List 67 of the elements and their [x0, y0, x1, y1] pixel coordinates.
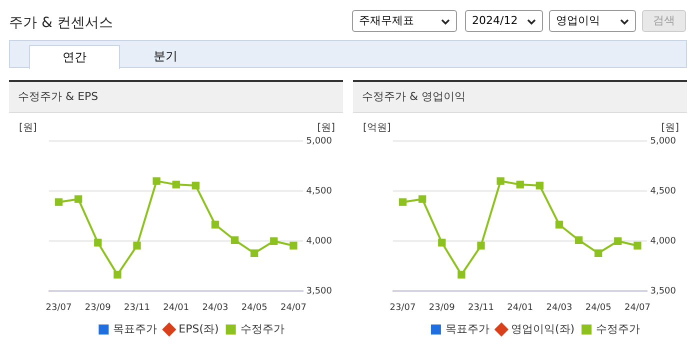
x-tick-label: 23/11 [124, 302, 150, 313]
x-tick-label: 23/07 [390, 302, 416, 313]
point [614, 237, 622, 245]
legend-label: EPS(좌) [178, 322, 219, 336]
text: 영업이익 [556, 14, 600, 27]
point [172, 180, 180, 188]
text: 연간 [29, 45, 120, 69]
y2-tick-label: 4,000 [306, 236, 332, 246]
x-tick-label: 23/11 [468, 302, 494, 313]
point [398, 198, 407, 206]
y-axis-title: [억원] [363, 122, 391, 134]
point [496, 177, 504, 185]
x-tick-label: 24/01 [163, 302, 190, 313]
point [418, 195, 426, 203]
x-tick-label: 23/09 [428, 302, 456, 313]
point [94, 238, 102, 246]
text: 주재무제표 [359, 14, 414, 27]
x-tick-label: 23/09 [84, 302, 112, 313]
text: 주가 & 컨센서스 [9, 14, 113, 32]
point [477, 242, 485, 250]
legend-label: 수정주가 [596, 322, 640, 336]
x-tick-label: 24/05 [241, 302, 268, 313]
point [290, 242, 298, 250]
point [74, 195, 82, 203]
point [54, 198, 63, 206]
point [152, 177, 160, 185]
point [634, 242, 642, 250]
point [114, 270, 122, 279]
x-tick-label: 23/07 [46, 302, 72, 313]
y2-tick-label: 5,000 [306, 136, 332, 146]
point [458, 270, 466, 279]
y2-tick-label: 3,500 [306, 286, 332, 297]
x-tick-label: 24/07 [624, 302, 650, 313]
chart-title: 수정주가 & EPS [9, 82, 343, 113]
y2-tick-label: 4,500 [306, 186, 332, 196]
text: 분기 [152, 48, 178, 65]
point [192, 182, 200, 190]
x-tick-label: 24/07 [280, 302, 306, 313]
x-tick-label: 24/01 [507, 302, 534, 313]
legend-label: 수정주가 [240, 322, 284, 336]
point [536, 182, 544, 190]
y2-tick-label: 4,500 [650, 186, 676, 196]
x-tick-label: 24/05 [585, 302, 612, 313]
point [250, 249, 258, 257]
x-tick-label: 24/03 [546, 302, 572, 313]
text: 검색 [642, 10, 686, 32]
point [270, 237, 278, 245]
point [594, 249, 602, 257]
point [516, 180, 524, 188]
y-axis-title: [원] [19, 122, 37, 134]
y2-tick-label: 5,000 [650, 136, 676, 146]
text: 2024/12 [472, 14, 518, 27]
y2-tick-label: 3,500 [650, 286, 676, 297]
y2-axis-title: [원] [317, 122, 336, 134]
point [574, 236, 583, 244]
legend-label: 목표주가 [113, 322, 158, 336]
point [133, 242, 141, 250]
legend-label: 영업이익(좌) [510, 322, 575, 336]
point [211, 220, 220, 228]
point [438, 238, 446, 246]
legend-label: 목표주가 [445, 322, 490, 336]
y2-tick-label: 4,000 [650, 236, 676, 246]
point [555, 220, 564, 228]
chart-title: 수정주가 & 영업이익 [353, 82, 687, 113]
x-tick-label: 24/03 [202, 302, 228, 313]
point [230, 236, 239, 244]
y2-axis-title: [원] [661, 122, 680, 134]
